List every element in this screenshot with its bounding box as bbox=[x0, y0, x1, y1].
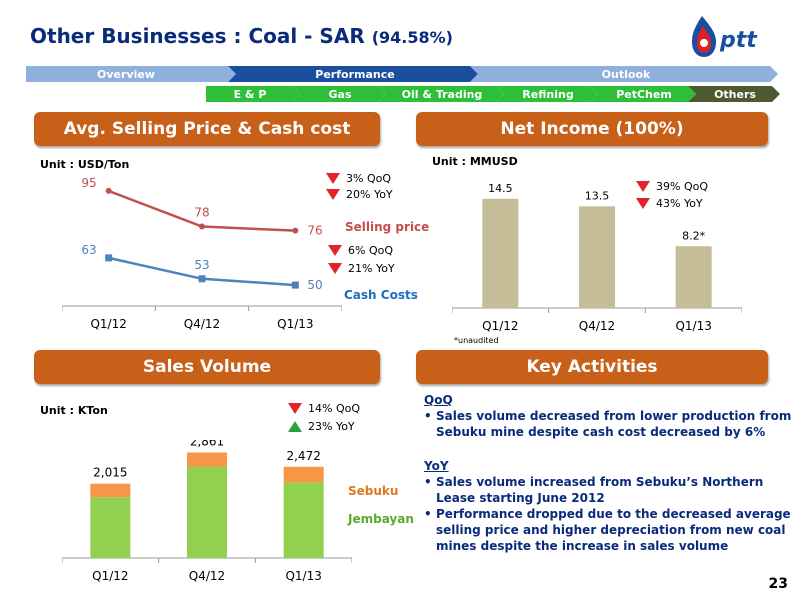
price-legend-1: 3% QoQ 20% YoY bbox=[326, 172, 393, 201]
data-label: 95 bbox=[81, 176, 96, 190]
bar-segment-jembayan bbox=[187, 466, 227, 558]
bar-segment-sebuku bbox=[187, 452, 227, 467]
price-yoy: 20% YoY bbox=[346, 188, 393, 201]
bar bbox=[482, 198, 519, 308]
x-tick-label: Q1/13 bbox=[285, 569, 321, 583]
data-point bbox=[105, 254, 113, 262]
tab-performance[interactable]: Performance bbox=[315, 67, 395, 81]
sales-volume-chart: 2,015 Q1/12 2,861 Q4/12 2,472 Q1/13 bbox=[62, 440, 352, 583]
page-number: 23 bbox=[768, 576, 788, 592]
jembayan-label: Jembayan bbox=[348, 512, 414, 526]
data-label: 8.2* bbox=[682, 229, 705, 242]
bar-segment-jembayan bbox=[283, 482, 324, 558]
subtab-others[interactable]: Others bbox=[714, 87, 756, 101]
down-arrow-icon bbox=[328, 263, 342, 274]
yoy-heading: YoY bbox=[424, 459, 449, 473]
x-tick-label: Q1/12 bbox=[90, 317, 126, 331]
x-tick-label: Q4/12 bbox=[184, 317, 220, 331]
page-title: Other Businesses : Coal - SAR (94.58%) bbox=[30, 24, 453, 48]
data-point bbox=[198, 275, 206, 283]
down-arrow-icon bbox=[326, 173, 340, 184]
subtab-gas[interactable]: Gas bbox=[328, 87, 352, 101]
down-arrow-icon bbox=[636, 198, 650, 209]
svg-text:ptt: ptt bbox=[719, 28, 758, 53]
yoy-item: Performance dropped due to the decreased… bbox=[424, 506, 794, 554]
total-label: 2,472 bbox=[286, 449, 320, 463]
qoq-item: Sales volume decreased from lower produc… bbox=[424, 408, 794, 440]
net-yoy: 43% YoY bbox=[656, 197, 703, 210]
x-tick-label: Q4/12 bbox=[189, 569, 225, 583]
data-point bbox=[291, 281, 299, 289]
data-label: 14.5 bbox=[488, 182, 512, 195]
sales-legend: 14% QoQ 23% YoY bbox=[288, 402, 360, 433]
data-label: 53 bbox=[194, 258, 209, 272]
subtab-petchem[interactable]: PetChem bbox=[616, 87, 672, 101]
data-label: 76 bbox=[307, 224, 322, 238]
x-tick-label: Q4/12 bbox=[579, 319, 615, 333]
x-tick-label: Q1/12 bbox=[482, 319, 518, 333]
bar bbox=[675, 246, 712, 308]
ptt-logo: ptt bbox=[692, 16, 758, 57]
sales-qoq: 14% QoQ bbox=[308, 402, 360, 415]
tab-outlook[interactable]: Outlook bbox=[601, 67, 651, 81]
price-chart: Q1/12 Q4/12 Q1/13 95 78 76 63 53 50 bbox=[62, 176, 342, 331]
subtab-oil-trading[interactable]: Oil & Trading bbox=[401, 87, 483, 101]
net-unit: Unit : MMUSD bbox=[432, 155, 518, 168]
data-point bbox=[199, 223, 205, 230]
net-qoq: 39% QoQ bbox=[656, 180, 708, 193]
price-unit: Unit : USD/Ton bbox=[40, 158, 130, 171]
sales-unit: Unit : KTon bbox=[40, 404, 108, 417]
data-label: 13.5 bbox=[585, 189, 610, 202]
down-arrow-icon bbox=[328, 245, 342, 256]
data-point bbox=[292, 227, 299, 234]
price-qoq: 3% QoQ bbox=[346, 172, 391, 185]
section-sales-banner: Sales Volume bbox=[34, 350, 380, 384]
up-arrow-icon bbox=[288, 421, 302, 432]
yoy-item: Sales volume increased from Sebuku’s Nor… bbox=[424, 474, 794, 506]
x-tick-label: Q1/13 bbox=[277, 317, 313, 331]
down-arrow-icon bbox=[288, 403, 302, 414]
qoq-list: Sales volume decreased from lower produc… bbox=[424, 408, 794, 440]
section-key-banner: Key Activities bbox=[416, 350, 768, 384]
data-point bbox=[105, 187, 112, 194]
bar bbox=[579, 206, 615, 308]
bar-segment-sebuku bbox=[283, 466, 324, 483]
unaudited-note: *unaudited bbox=[454, 336, 499, 345]
sales-yoy: 23% YoY bbox=[308, 420, 355, 433]
title-main: Other Businesses : Coal - SAR bbox=[30, 24, 365, 48]
section-price-banner: Avg. Selling Price & Cash cost bbox=[34, 112, 380, 146]
sebuku-label: Sebuku bbox=[348, 484, 399, 498]
net-legend: 39% QoQ 43% YoY bbox=[636, 180, 708, 210]
data-label: 50 bbox=[307, 278, 322, 292]
subtab-refining[interactable]: Refining bbox=[522, 87, 574, 101]
total-label: 2,015 bbox=[93, 466, 127, 480]
data-label: 78 bbox=[194, 205, 209, 219]
net-income-chart: 14.5 Q1/12 13.5 Q4/12 8.2* Q1/13 bbox=[452, 182, 742, 333]
yoy-list: Sales volume increased from Sebuku’s Nor… bbox=[424, 474, 794, 554]
cash-costs-label: Cash Costs bbox=[344, 288, 418, 302]
subtab-ep[interactable]: E & P bbox=[233, 87, 267, 101]
cash-yoy: 21% YoY bbox=[348, 262, 395, 275]
bar-segment-sebuku bbox=[90, 483, 131, 498]
selling-price-label: Selling price bbox=[345, 220, 430, 234]
title-share: (94.58%) bbox=[371, 28, 453, 47]
down-arrow-icon bbox=[326, 189, 340, 200]
tab-overview[interactable]: Overview bbox=[97, 67, 155, 81]
qoq-heading: QoQ bbox=[424, 393, 453, 407]
x-tick-label: Q1/12 bbox=[92, 569, 128, 583]
section-net-banner: Net Income (100%) bbox=[416, 112, 768, 146]
cash-qoq: 6% QoQ bbox=[348, 244, 393, 257]
x-tick-label: Q1/13 bbox=[675, 319, 711, 333]
bar-segment-jembayan bbox=[90, 497, 131, 558]
price-legend-2: 6% QoQ 21% YoY bbox=[328, 244, 395, 275]
data-label: 63 bbox=[81, 243, 96, 257]
down-arrow-icon bbox=[636, 181, 650, 192]
total-label: 2,861 bbox=[190, 440, 224, 449]
key-activities: QoQ Sales volume decreased from lower pr… bbox=[424, 392, 794, 554]
